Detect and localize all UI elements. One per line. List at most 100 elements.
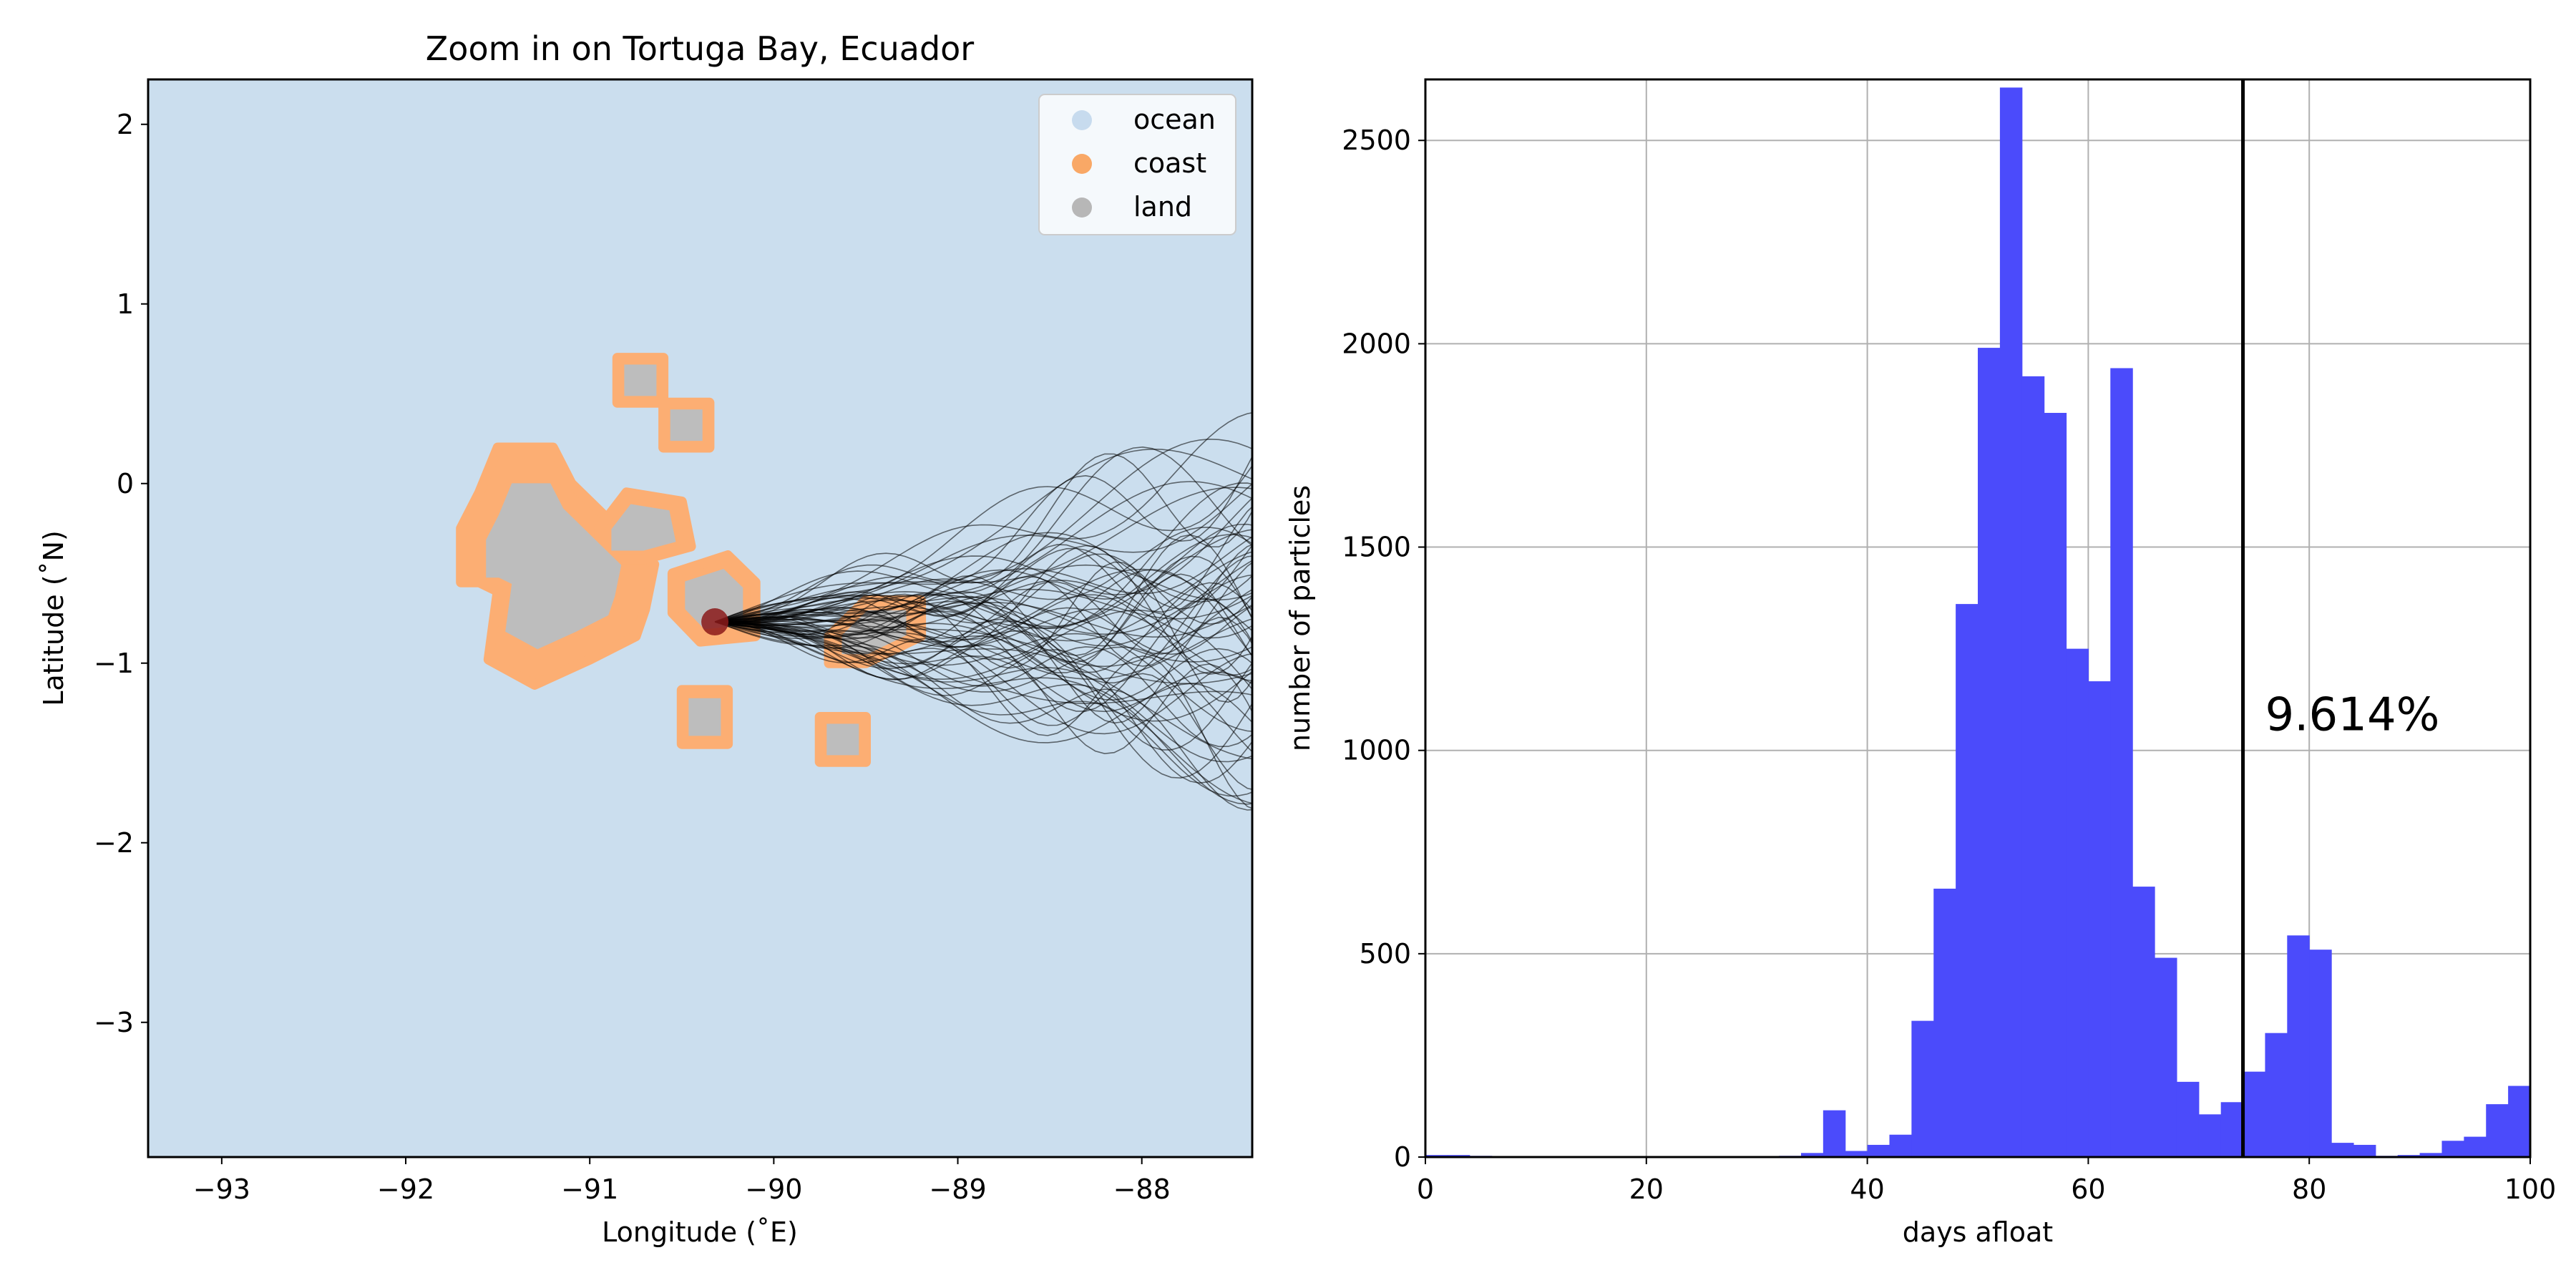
map-y-tick-label: −2 <box>94 827 134 859</box>
particle-trajectory <box>714 455 1252 623</box>
particle-trajectory <box>714 464 1252 623</box>
histogram-panel: 9.614% 0 20 40 60 80 100 0 500 1000 1500 2000 2500… <box>1284 78 2556 1248</box>
particle-trajectory <box>714 621 1252 755</box>
map-frame <box>147 78 1254 1158</box>
island-land-interior <box>611 504 676 551</box>
histogram-bar <box>1889 1134 1912 1157</box>
histogram-bar <box>2044 413 2067 1157</box>
particle-trajectory <box>715 497 1252 623</box>
particle-trajectory <box>715 544 1252 667</box>
island-land-interior <box>486 483 622 650</box>
histogram-bar <box>1978 348 2001 1157</box>
histogram-bar <box>1823 1110 1846 1157</box>
island-land-interior <box>688 698 721 736</box>
map-x-tick-label: −91 <box>561 1174 618 1205</box>
particle-trajectory <box>715 569 1252 660</box>
histogram-x-tick-label: 0 <box>1417 1174 1434 1205</box>
map-title: Zoom in on Tortuga Bay, Ecuador <box>426 29 975 68</box>
map-x-tick-label: −89 <box>929 1174 986 1205</box>
particle-trajectory <box>715 618 1252 680</box>
histogram-bar <box>1845 1151 1868 1157</box>
histogram-bar <box>1911 1020 1934 1157</box>
histogram-bar <box>1999 87 2023 1157</box>
map-x-axis-ticks: −93 −92 −91 −90 −89 −88 <box>193 1157 1171 1205</box>
map-x-tick-label: −88 <box>1113 1174 1171 1205</box>
map-y-tick-label: 0 <box>117 468 134 499</box>
map-x-tick-label: −92 <box>377 1174 434 1205</box>
histogram-y-axis-ticks: 0 500 1000 1500 2000 2500 <box>1342 125 1425 1173</box>
histogram-bar <box>2066 648 2089 1157</box>
histogram-bar <box>2353 1144 2376 1157</box>
legend-land-label: land <box>1133 191 1192 223</box>
particle-trajectory <box>714 621 1252 722</box>
particle-trajectory <box>715 561 1252 703</box>
histogram-bar <box>2331 1143 2354 1157</box>
histogram-y-tick-label: 0 <box>1394 1141 1411 1173</box>
legend-ocean-label: ocean <box>1133 104 1216 135</box>
particle-trajectory <box>715 580 1252 639</box>
legend-land-marker <box>1072 197 1092 218</box>
histogram-bar <box>2155 957 2177 1157</box>
histogram-bar <box>2176 1081 2200 1157</box>
legend-ocean-marker <box>1072 110 1092 130</box>
map-x-tick-label: −90 <box>745 1174 802 1205</box>
histogram-y-tick-label: 1000 <box>1342 735 1411 766</box>
map-y-axis-ticks: 2 1 0 −1 −2 −3 <box>94 109 148 1038</box>
island-land-interior <box>826 723 859 756</box>
histogram-y-tick-label: 2500 <box>1342 125 1411 156</box>
particle-trajectory <box>714 446 1252 623</box>
histogram-bar <box>2198 1114 2222 1157</box>
histogram-x-tick-label: 80 <box>2292 1174 2326 1205</box>
legend-frame <box>1038 94 1236 235</box>
map-y-axis-label: Latitude (˚N) <box>38 530 69 706</box>
map-legend: ocean coast land <box>1038 94 1236 235</box>
histogram-bar <box>2508 1085 2530 1157</box>
histogram-y-tick-label: 1500 <box>1342 532 1411 563</box>
histogram-x-tick-label: 60 <box>2071 1174 2105 1205</box>
histogram-bar <box>2464 1136 2487 1157</box>
histogram-x-axis-ticks: 0 20 40 60 80 100 <box>1417 1157 2556 1205</box>
histogram-bar <box>2220 1102 2244 1157</box>
legend-coast-marker <box>1072 154 1092 174</box>
particle-trajectory <box>715 598 1252 712</box>
histogram-bar <box>2265 1033 2288 1157</box>
map-y-tick-label: −3 <box>94 1007 134 1038</box>
map-y-tick-label: −1 <box>94 648 134 679</box>
particle-trajectory <box>714 483 1252 623</box>
particle-trajectory <box>715 620 1252 751</box>
histogram-bar <box>2287 935 2310 1157</box>
histogram-bar <box>2309 950 2332 1157</box>
particle-trajectory <box>715 582 1252 673</box>
histogram-y-tick-label: 2000 <box>1342 328 1411 359</box>
histogram-x-tick-label: 20 <box>1629 1174 1664 1205</box>
histogram-bar <box>2419 1153 2443 1157</box>
map-trajectories-layer <box>714 412 1252 811</box>
particle-trajectory <box>714 481 1252 623</box>
particle-trajectory <box>715 594 1252 676</box>
particle-trajectory <box>714 621 1252 763</box>
map-y-tick-label: 2 <box>117 109 134 140</box>
histogram-frame <box>1424 78 2532 1158</box>
particle-trajectory <box>715 621 1252 790</box>
island-land-interior <box>670 409 703 441</box>
particle-trajectory <box>714 621 1252 804</box>
island-land-interior <box>624 364 657 396</box>
map-x-tick-label: −93 <box>193 1174 250 1205</box>
histogram-bar <box>2441 1141 2464 1157</box>
percentage-annotation: 9.614% <box>2265 688 2439 741</box>
legend-coast-label: coast <box>1133 147 1206 179</box>
release-point-marker <box>701 608 729 636</box>
histogram-bar <box>2088 681 2111 1157</box>
histogram-bar <box>1800 1153 1824 1157</box>
particle-trajectory <box>715 544 1252 623</box>
particle-trajectory <box>715 560 1252 635</box>
particle-trajectory <box>715 621 1252 732</box>
particle-trajectory <box>714 438 1252 623</box>
histogram-x-tick-label: 100 <box>2504 1174 2557 1205</box>
histogram-bar <box>1933 888 1956 1157</box>
histogram-bar <box>2486 1104 2509 1157</box>
map-x-axis-label: Longitude (˚E) <box>602 1216 798 1248</box>
particle-trajectory <box>715 616 1252 724</box>
histogram-y-axis-label: number of particles <box>1284 485 1316 751</box>
